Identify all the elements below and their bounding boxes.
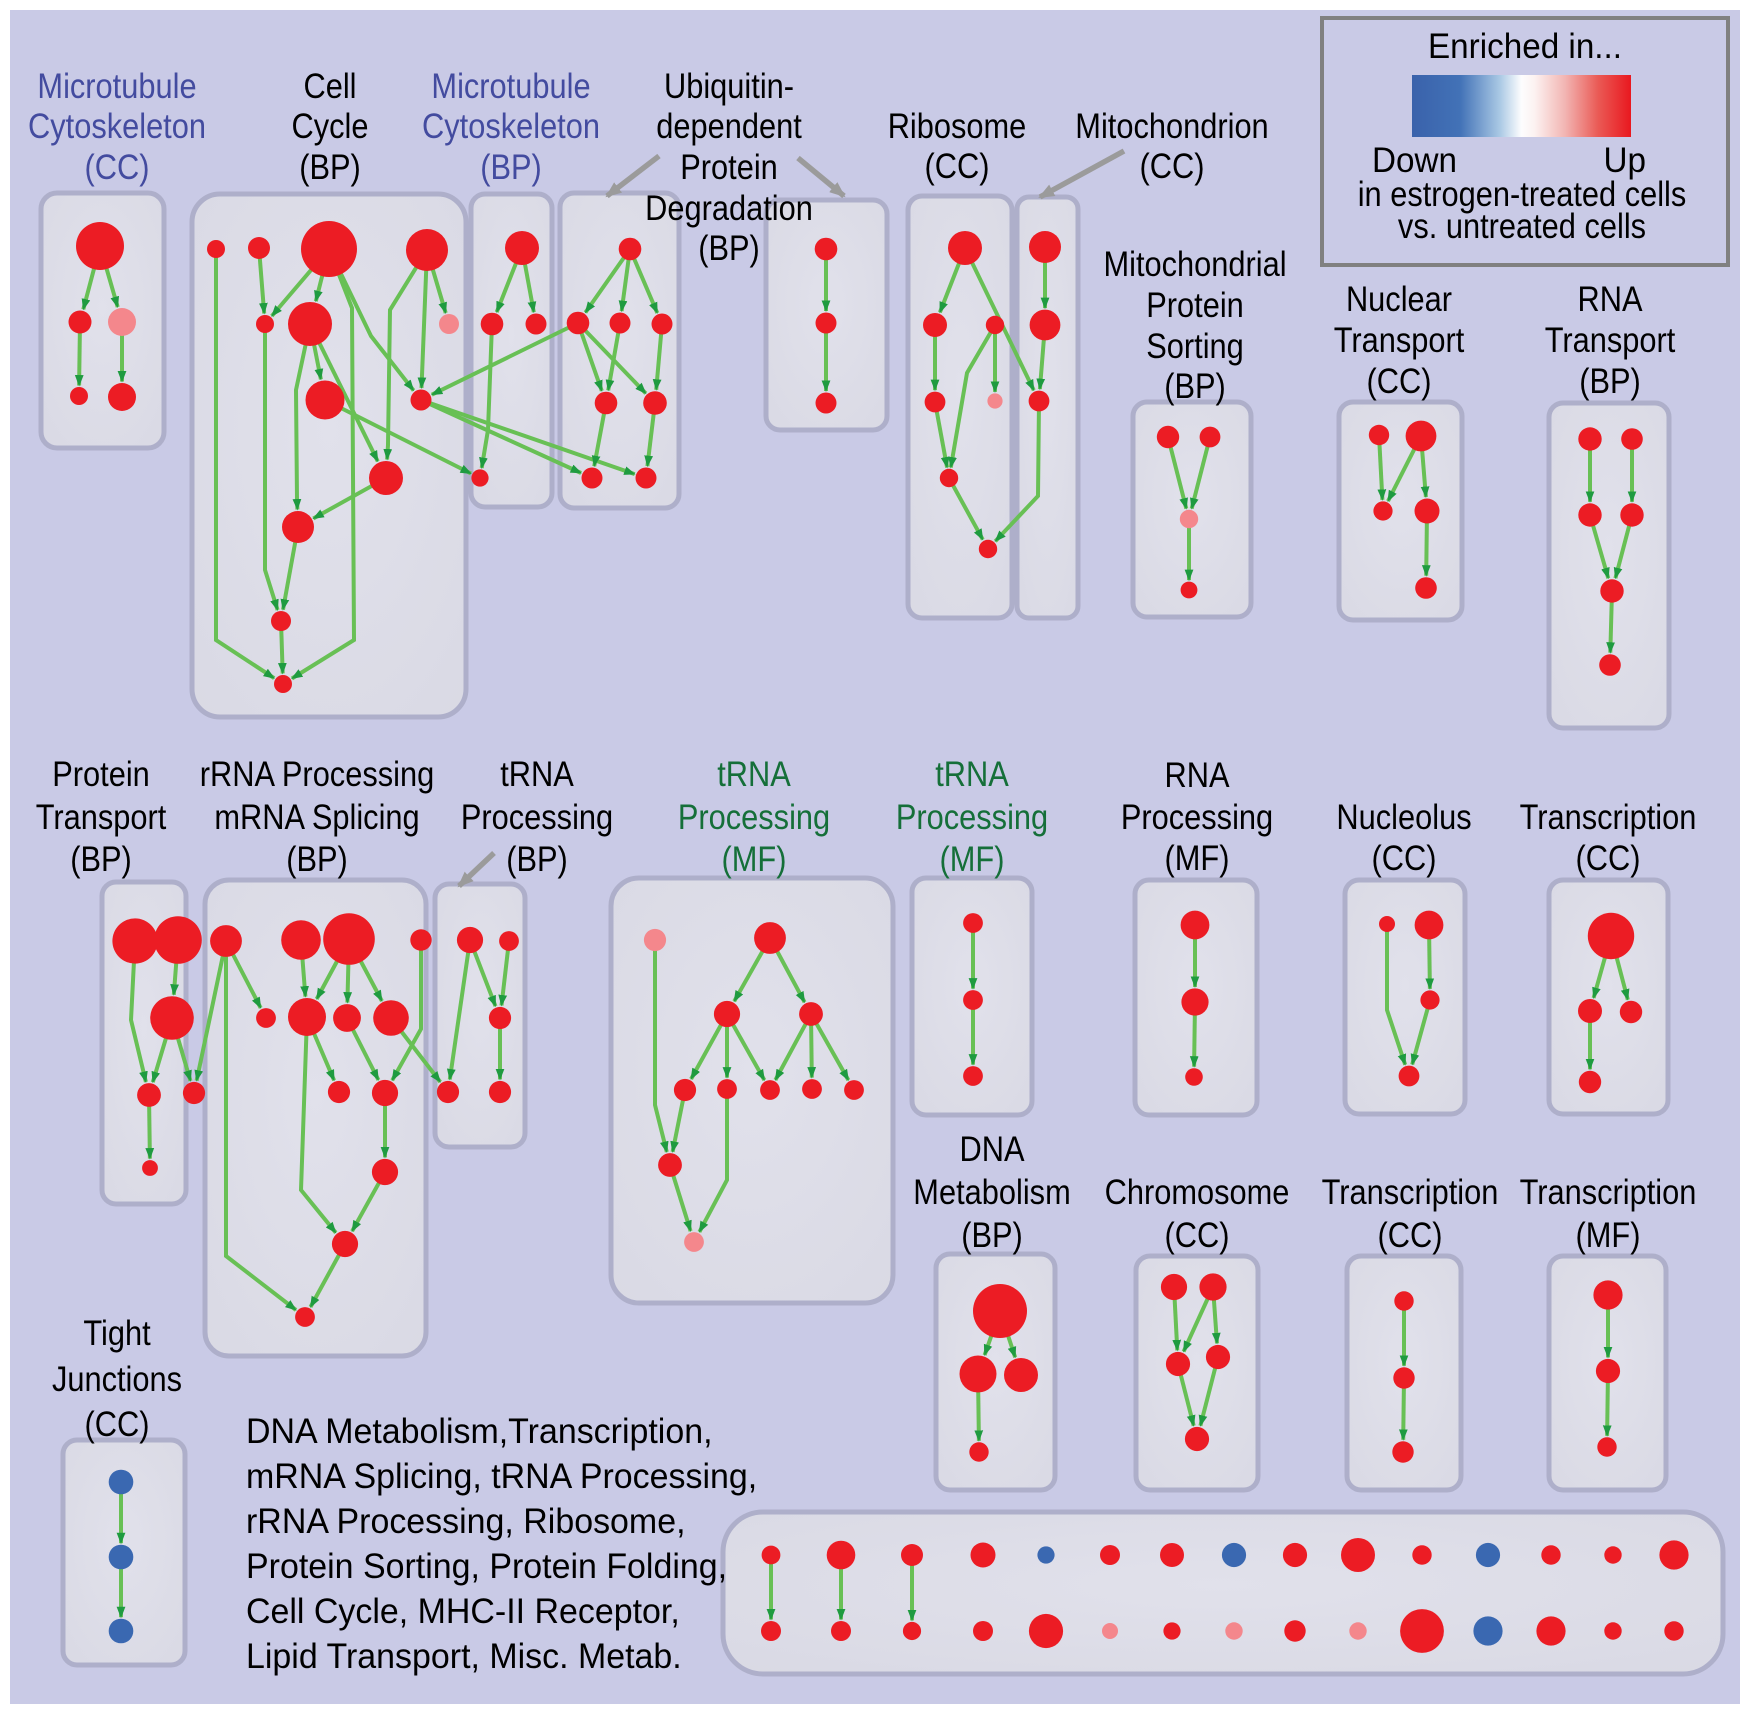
svg-text:Chromosome: Chromosome: [1105, 1172, 1290, 1211]
svg-text:(BP): (BP): [299, 147, 361, 186]
svg-text:Junctions: Junctions: [52, 1359, 182, 1398]
svg-text:Sorting: Sorting: [1146, 326, 1244, 365]
svg-text:Ubiquitin-: Ubiquitin-: [664, 66, 794, 105]
svg-text:(CC): (CC): [1372, 838, 1437, 877]
svg-text:Cytoskeleton: Cytoskeleton: [28, 106, 206, 145]
svg-text:Down: Down: [1372, 141, 1457, 180]
svg-text:(BP): (BP): [698, 228, 760, 267]
svg-text:(BP): (BP): [506, 839, 568, 878]
svg-text:Lipid Transport, Misc. Metab.: Lipid Transport, Misc. Metab.: [246, 1638, 682, 1677]
svg-text:rRNA Processing, Ribosome,: rRNA Processing, Ribosome,: [246, 1503, 685, 1542]
svg-text:(MF): (MF): [940, 839, 1005, 878]
svg-text:dependent: dependent: [656, 106, 802, 145]
svg-text:Cytoskeleton: Cytoskeleton: [422, 106, 600, 145]
svg-text:DNA: DNA: [959, 1129, 1024, 1168]
svg-text:(BP): (BP): [70, 839, 132, 878]
svg-text:Cycle: Cycle: [292, 106, 369, 145]
svg-text:Protein: Protein: [52, 754, 150, 793]
svg-text:Enriched in...: Enriched in...: [1428, 27, 1622, 66]
svg-text:in estrogen-treated cells: in estrogen-treated cells: [1358, 174, 1687, 213]
svg-text:(CC): (CC): [85, 1404, 150, 1443]
svg-text:(MF): (MF): [722, 839, 787, 878]
svg-text:Protein: Protein: [680, 147, 778, 186]
svg-text:Transport: Transport: [36, 797, 167, 836]
svg-text:vs. untreated cells: vs. untreated cells: [1398, 206, 1646, 245]
svg-text:RNA: RNA: [1164, 755, 1229, 794]
svg-text:RNA: RNA: [1577, 279, 1642, 318]
svg-text:Processing: Processing: [1121, 797, 1273, 836]
svg-text:Processing: Processing: [678, 797, 830, 836]
svg-text:Degradation: Degradation: [645, 188, 813, 227]
svg-text:Nucleolus: Nucleolus: [1336, 797, 1471, 836]
svg-text:(CC): (CC): [1576, 838, 1641, 877]
svg-text:(CC): (CC): [1165, 1215, 1230, 1254]
svg-text:Microtubule: Microtubule: [37, 66, 196, 105]
svg-text:tRNA: tRNA: [935, 754, 1009, 793]
svg-text:Nuclear: Nuclear: [1346, 279, 1452, 318]
svg-text:tRNA: tRNA: [717, 754, 791, 793]
svg-text:Mitochondrion: Mitochondrion: [1075, 106, 1268, 145]
svg-text:mRNA Splicing, tRNA Processing: mRNA Splicing, tRNA Processing,: [246, 1458, 757, 1497]
svg-text:Protein: Protein: [1146, 285, 1244, 324]
svg-text:tRNA: tRNA: [500, 754, 574, 793]
svg-text:Microtubule: Microtubule: [431, 66, 590, 105]
svg-text:Cell: Cell: [303, 66, 356, 105]
svg-text:(BP): (BP): [1164, 366, 1226, 405]
svg-text:Transcription: Transcription: [1520, 1172, 1697, 1211]
svg-text:(CC): (CC): [1140, 146, 1205, 185]
svg-text:(MF): (MF): [1165, 838, 1230, 877]
svg-text:mRNA Splicing: mRNA Splicing: [214, 797, 419, 836]
svg-text:(CC): (CC): [1378, 1215, 1443, 1254]
svg-text:Metabolism: Metabolism: [913, 1172, 1070, 1211]
svg-text:rRNA Processing: rRNA Processing: [200, 754, 434, 793]
svg-text:Tight: Tight: [83, 1313, 150, 1352]
svg-text:Cell Cycle, MHC-II Receptor,: Cell Cycle, MHC-II Receptor,: [246, 1593, 680, 1632]
svg-text:Processing: Processing: [896, 797, 1048, 836]
svg-text:Mitochondrial: Mitochondrial: [1103, 244, 1286, 283]
svg-text:(CC): (CC): [85, 147, 150, 186]
svg-text:Protein Sorting, Protein Foldi: Protein Sorting, Protein Folding,: [246, 1548, 727, 1587]
svg-text:Processing: Processing: [461, 797, 613, 836]
svg-text:(CC): (CC): [925, 146, 990, 185]
svg-text:Transport: Transport: [1545, 320, 1676, 359]
svg-text:(CC): (CC): [1367, 361, 1432, 400]
svg-text:(BP): (BP): [961, 1215, 1023, 1254]
svg-text:Transcription: Transcription: [1322, 1172, 1499, 1211]
svg-text:DNA Metabolism,Transcription,: DNA Metabolism,Transcription,: [246, 1413, 713, 1452]
svg-text:Up: Up: [1604, 141, 1646, 180]
svg-text:Ribosome: Ribosome: [888, 106, 1027, 145]
svg-text:(MF): (MF): [1576, 1215, 1641, 1254]
svg-text:(BP): (BP): [1579, 361, 1641, 400]
svg-text:(BP): (BP): [286, 839, 348, 878]
svg-text:(BP): (BP): [480, 147, 542, 186]
svg-text:Transcription: Transcription: [1520, 797, 1697, 836]
svg-text:Transport: Transport: [1334, 320, 1465, 359]
